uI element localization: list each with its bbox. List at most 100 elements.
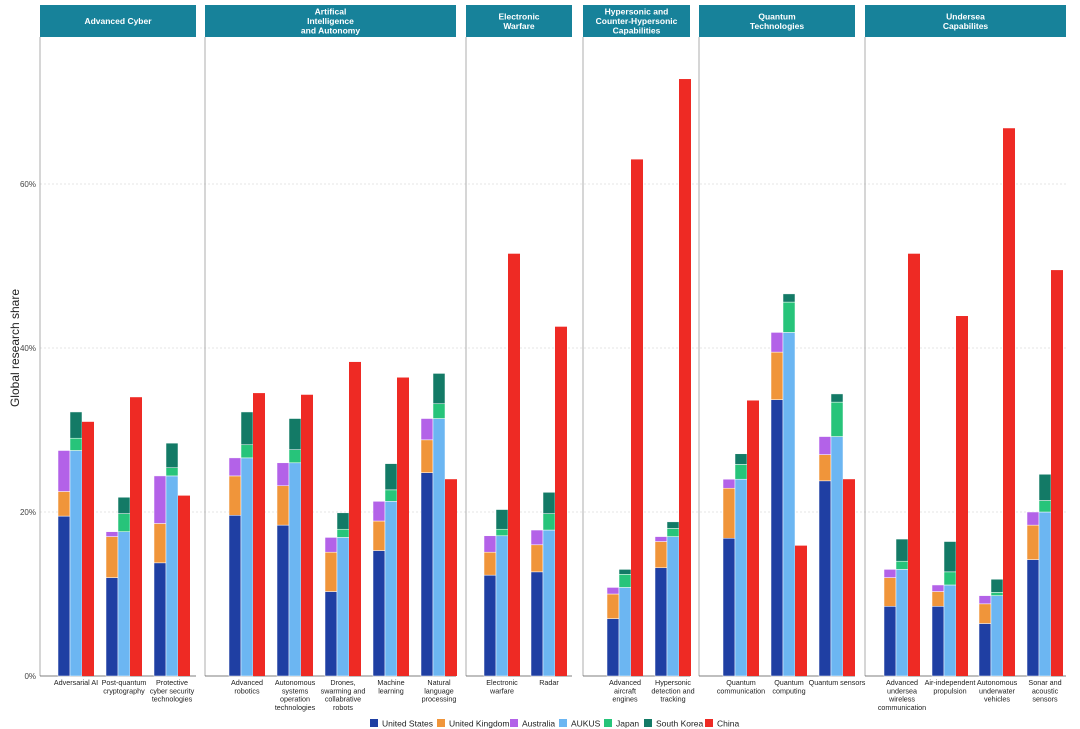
bar-cn	[555, 326, 567, 676]
panel-title: Artifical Intelligence and Autonomy	[301, 7, 360, 36]
bar-uk	[931, 591, 945, 607]
category-label: Sonar and acoustic sensors	[1028, 678, 1061, 704]
bar-cn	[956, 316, 968, 676]
bar-au	[372, 501, 386, 522]
bar-uk	[105, 536, 119, 578]
bar-cn	[130, 397, 142, 676]
bar-cn	[795, 545, 807, 676]
bar-kr	[288, 418, 302, 450]
bar-aukus	[666, 536, 680, 677]
y-tick-label: 40%	[20, 344, 36, 353]
bar-cn	[631, 159, 643, 676]
bar-us	[654, 567, 668, 677]
bar-kr	[895, 538, 909, 562]
category-label: Quantum sensors	[809, 678, 866, 687]
bar-aukus	[165, 475, 179, 677]
bar-au	[228, 457, 242, 477]
bar-aukus	[782, 332, 796, 677]
bar-au	[1026, 511, 1040, 526]
bar-us	[770, 399, 784, 677]
legend-swatch	[370, 719, 378, 727]
y-tick-label: 0%	[24, 672, 36, 681]
legend-label: AUKUS	[571, 719, 601, 729]
category-label: Radar	[539, 678, 559, 687]
panel-header	[865, 5, 1066, 37]
bar-au	[57, 450, 71, 492]
category-group	[372, 377, 409, 677]
panel-header	[699, 5, 855, 37]
bar-au	[931, 584, 945, 592]
category-group	[276, 394, 313, 677]
bar-au	[606, 587, 620, 595]
bar-aukus	[117, 531, 131, 677]
bar-jp	[990, 592, 1004, 596]
bar-aukus	[830, 436, 844, 677]
category-label: Advanced aircraft engines	[609, 678, 641, 704]
bar-us	[420, 472, 434, 677]
bar-kr	[432, 373, 446, 405]
bar-uk	[228, 475, 242, 516]
bar-uk	[654, 541, 668, 569]
bar-kr	[384, 463, 398, 491]
bar-us	[978, 623, 992, 677]
category-label: Natural language processing	[422, 678, 457, 704]
axis-layer: 0% 20% 40% 60% Global research share Adversar…	[8, 180, 1062, 712]
bar-aukus	[990, 595, 1004, 677]
bar-aukus	[895, 569, 909, 677]
bar-jp	[384, 489, 398, 502]
bar-jp	[432, 403, 446, 419]
bar-aukus	[943, 584, 957, 677]
bar-layer	[57, 79, 1063, 677]
panel-header	[40, 5, 196, 37]
category-group	[654, 79, 691, 677]
bar-kr	[666, 521, 680, 529]
bar-jp	[943, 571, 957, 586]
bar-cn	[1003, 128, 1015, 677]
bar-kr	[990, 578, 1004, 593]
bar-us	[883, 606, 897, 677]
bar-jp	[666, 528, 680, 537]
bar-uk	[530, 544, 544, 573]
bar-uk	[978, 603, 992, 624]
bar-uk	[276, 485, 290, 526]
category-label: Machine learning	[377, 678, 404, 695]
bar-cn	[445, 479, 457, 676]
bar-us	[324, 591, 338, 677]
y-axis-title: Global research share	[8, 289, 22, 407]
bar-us	[153, 562, 167, 677]
category-label: Air-independent propulsion	[925, 678, 976, 695]
panel-header	[583, 5, 690, 37]
bar-jp	[734, 464, 748, 480]
bar-kr	[117, 496, 131, 514]
bar-us	[228, 515, 242, 677]
bar-au	[420, 418, 434, 441]
bar-us	[931, 606, 945, 677]
bar-jp	[782, 301, 796, 333]
category-group	[722, 400, 759, 677]
y-tick-label: 20%	[20, 508, 36, 517]
bar-aukus	[618, 587, 632, 677]
legend-label: United States	[382, 719, 433, 729]
category-group	[228, 393, 265, 677]
bar-us	[606, 618, 620, 677]
legend-swatch	[559, 719, 567, 727]
bar-aukus	[288, 462, 302, 677]
bar-uk	[770, 351, 784, 400]
bar-kr	[734, 453, 748, 465]
bar-kr	[1038, 474, 1052, 501]
bar-jp	[1038, 500, 1052, 513]
bar-uk	[324, 551, 338, 592]
panel-title: Hypersonic and Counter-Hypersonic Capabili…	[596, 7, 678, 36]
category-label: Post-quantum cryptography	[102, 678, 147, 695]
bar-uk	[483, 551, 497, 576]
bar-cn	[508, 253, 520, 676]
bar-jp	[495, 528, 509, 537]
bar-aukus	[734, 478, 748, 677]
bar-cn	[253, 393, 265, 676]
bar-kr	[542, 492, 556, 514]
bar-jp	[336, 528, 350, 538]
bar-au	[530, 529, 544, 546]
panel-title: Undersea Capabilites	[943, 11, 989, 31]
category-group	[606, 159, 643, 677]
category-label: Autonomous systems operation technologies	[275, 678, 316, 712]
